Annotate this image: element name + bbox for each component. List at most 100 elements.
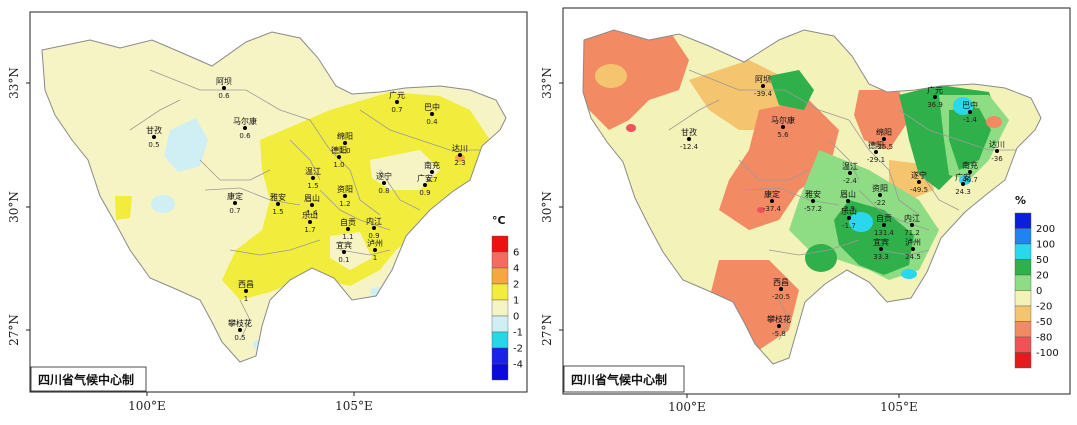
station-name: 宜宾 [336,240,352,250]
legend-swatch [491,331,509,349]
station-value: 1.2 [339,200,350,208]
station-dot [687,137,691,141]
station-name: 达川 [989,139,1005,149]
station-value: -29.1 [867,156,885,164]
credit-text: 四川省气候中心制 [571,372,667,387]
station-name: 西昌 [773,278,789,287]
station-dot [878,193,882,197]
station-value: 0.9 [419,189,430,197]
station-dot [848,171,852,175]
station-dot [243,126,247,130]
station-name: 广元 [927,85,943,95]
station-dot [337,155,341,159]
station-name: 眉山 [304,193,320,203]
station-dot [430,170,434,174]
credit-box: 四川省气候中心制 [563,365,685,393]
lat-label: 33°N [7,67,21,99]
station-name: 乐山 [841,206,857,216]
legend-label: 0 [513,312,519,323]
longitude-axis: 100°E 105°E [128,392,373,413]
precipitation-map-panel: 33°N 30°N 27°N 100°E 105°E 阿坝 -39.4 马尔康 5.6… [539,0,1077,421]
station-dot [233,201,237,205]
station-markers: 阿坝 0.6 马尔康 0.6 甘孜 0.5 康定 0.7 雅安 1.5 眉山 1.4乐山 1.7 温江 1.… [146,77,468,342]
station-name: 南充 [424,160,440,170]
legend-label: 200 [1036,224,1055,235]
station-name: 甘孜 [681,127,697,137]
station-name: 康定 [227,191,243,201]
legend-swatch [491,283,509,301]
station-dot [373,248,377,252]
temperature-map: 33°N 30°N 27°N 100°E 105°E 阿坝 0.6 马尔康 0.6 甘孜… [7,11,528,413]
station-value: 0.4 [426,118,438,126]
station-dot [382,181,386,185]
station-value: -2.4 [843,177,857,185]
station-name: 攀枝花 [228,318,252,328]
station-dot [343,141,347,145]
station-value: -25.5 [875,143,893,151]
station-value: -22 [874,199,885,207]
legend-swatch [1014,243,1032,260]
station-name: 广元 [389,90,405,100]
station-dot [152,135,156,139]
station-value: 0.7 [229,207,240,215]
station-name: 遂宁 [376,171,392,181]
station-dot [222,86,226,90]
legend-swatch [491,347,509,365]
station-dot [372,226,376,230]
longitude-axis: 100°E 105°E [668,394,918,414]
lat-label: 33°N [540,67,554,99]
station-value: 36.9 [927,101,943,109]
station-value: 1 [373,254,377,262]
station-dot [933,95,937,99]
station-dot [874,150,878,154]
station-name: 马尔康 [771,115,795,125]
legend-label: -2 [513,344,523,355]
station-dot [346,227,350,231]
prefecture-borders [129,69,480,341]
station-name: 宜宾 [873,237,889,247]
station-dot [995,149,999,153]
station-name: 广安 [417,173,433,183]
station-value: 0.6 [218,92,230,100]
station-name: 德阳 [868,140,884,150]
legend-swatch [1014,274,1032,291]
station-value: 1.1 [342,233,353,241]
legend-label: 50 [1036,255,1049,266]
station-value: 0.5 [234,334,245,342]
credit-box: 四川省气候中心制 [30,366,147,392]
legend-label: 100 [1036,240,1055,251]
station-name: 雅安 [805,189,821,199]
station-dot [917,180,921,184]
station-dot [761,84,765,88]
station-value: -57.2 [804,205,822,213]
station-value: 1.0 [333,161,344,169]
legend-label: -100 [1036,348,1059,359]
station-value: 1.5 [272,208,283,216]
legend-swatch [491,315,509,333]
station-name: 雅安 [270,192,286,202]
station-name: 巴中 [962,100,978,110]
station-name: 眉山 [840,189,856,199]
station-value: 71.2 [904,229,920,237]
station-value: 0.6 [239,132,251,140]
station-name: 阿坝 [216,77,232,86]
station-name: 资阳 [872,183,888,193]
station-dot [430,112,434,116]
legend-swatch [1014,305,1032,322]
station-value: 2.3 [454,159,465,167]
precipitation-contours [583,30,1009,350]
legend-label: -4 [513,360,523,371]
station-value: -37.4 [763,205,782,213]
lat-label: 30°N [7,191,21,223]
station-value: 0.8 [378,187,389,195]
legend-label: 4 [513,264,519,275]
legend-label: 0 [1036,286,1042,297]
legend-label: 2 [513,280,519,291]
station-name: 西昌 [238,280,254,289]
station-name: 内江 [904,213,920,223]
temperature-map-panel: 33°N 30°N 27°N 100°E 105°E 阿坝 0.6 马尔康 0.6 甘孜… [0,0,538,421]
station-dot [458,153,462,157]
credit-text: 四川省气候中心制 [38,372,134,387]
station-dot [882,223,886,227]
station-name: 遂宁 [911,170,927,180]
